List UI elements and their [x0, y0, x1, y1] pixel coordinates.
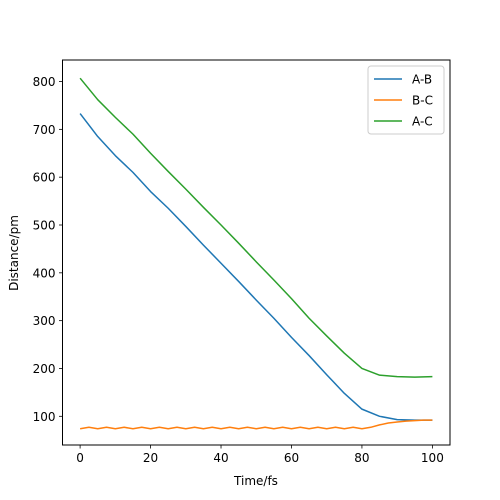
x-axis-label: Time/fs: [233, 474, 278, 488]
y-tick-label: 700: [33, 123, 56, 137]
y-tick-label: 400: [33, 266, 56, 280]
x-tick-label: 20: [143, 451, 158, 465]
legend-label-a-c: A-C: [412, 115, 433, 129]
y-tick-label: 500: [33, 219, 56, 233]
x-tick-label: 80: [354, 451, 369, 465]
x-tick-label: 40: [213, 451, 228, 465]
x-tick-label: 60: [284, 451, 299, 465]
series-lines: [79, 77, 433, 430]
legend-label-b-c: B-C: [412, 94, 433, 108]
legend-box: [367, 65, 445, 135]
y-tick-label: 100: [33, 410, 56, 424]
y-tick-label: 300: [33, 314, 56, 328]
x-tick-label: 0: [76, 451, 84, 465]
y-tick-label: 600: [33, 171, 56, 185]
y-axis: 100 200 300 400 500 600 700 800: [33, 75, 63, 424]
legend: A-B B-C A-C: [367, 65, 445, 135]
y-tick-label: 800: [33, 75, 56, 89]
x-tick-label: 100: [421, 451, 444, 465]
y-axis-label: Distance/pm: [7, 215, 21, 291]
x-axis: 0 20 40 60 80 100: [76, 445, 444, 465]
series-line-a-b: [79, 113, 433, 421]
y-tick-label: 200: [33, 362, 56, 376]
series-line-a-c: [79, 77, 433, 378]
plot-frame: [62, 59, 451, 446]
legend-label-a-b: A-B: [412, 73, 432, 87]
series-line-b-c: [79, 419, 433, 430]
